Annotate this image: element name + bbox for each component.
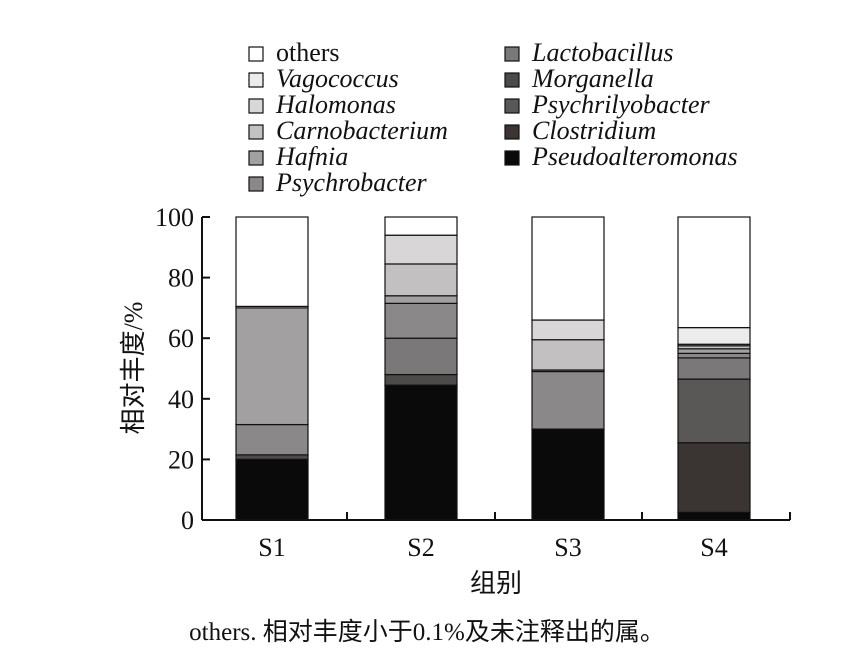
- bar-segment-s1-hafnia: [235, 307, 309, 426]
- legend-swatch-pseudoalteromonas: [504, 150, 520, 166]
- x-tick-label-s2: S2: [407, 533, 434, 562]
- bar-segment-s4-pseudoalteromonas: [677, 511, 751, 521]
- legend-swatch-psychrilyobacter: [504, 98, 520, 114]
- x-axis-title: 组别: [470, 569, 522, 598]
- legend-label-psychrobacter: Psychrobacter: [275, 168, 428, 197]
- legend-swatch-others: [248, 46, 264, 62]
- y-tick-label-20: 20: [168, 445, 194, 474]
- legend-swatch-morganella: [504, 72, 520, 88]
- bar-segment-s3-carnobacterium: [531, 339, 605, 371]
- legend-label-clostridium: Clostridium: [532, 116, 656, 145]
- legend-label-halomonas: Halomonas: [275, 90, 396, 119]
- legend-label-morganella: Morganella: [531, 64, 654, 93]
- figure-caption: others. 相对丰度小于0.1%及未注释出的属。: [189, 619, 665, 646]
- legend-label-carnobacterium: Carnobacterium: [276, 116, 448, 145]
- bar-segment-s1-pseudoalteromonas: [235, 458, 309, 521]
- legend-swatch-hafnia: [248, 150, 264, 166]
- y-tick-label-60: 60: [168, 324, 194, 353]
- bar-segment-s3-halomonas: [531, 319, 605, 341]
- legend-label-pseudoalteromonas: Pseudoalteromonas: [531, 142, 738, 171]
- bar-segment-s4-vagococcus: [677, 326, 751, 345]
- bars: [235, 216, 751, 521]
- bar-segment-s4-lactobacillus: [677, 357, 751, 380]
- axes: 0 20 40 60 80 100 S1 S2 S3 S4 组别 相对丰度/%: [119, 203, 791, 598]
- bar-segment-s4-psychrobacter: [677, 352, 751, 359]
- bar-segment-s1-psychrobacter: [235, 423, 309, 456]
- bar-segment-s2-others: [384, 216, 458, 236]
- bar-segment-s3-others: [531, 216, 605, 321]
- bar-segment-s2-psychrobacter: [384, 302, 458, 339]
- y-axis-title: 相对丰度/%: [119, 302, 148, 435]
- y-tick-label-40: 40: [168, 385, 194, 414]
- legend-label-lactobacillus: Lactobacillus: [531, 38, 674, 67]
- bar-segment-s2-morganella: [384, 373, 458, 386]
- bar-segment-s4-others: [677, 216, 751, 329]
- legend-swatch-psychrobacter: [248, 176, 264, 192]
- bar-segment-s3-psychrobacter: [531, 370, 605, 430]
- y-tick-label-0: 0: [181, 506, 194, 535]
- stacked-bar-chart: othersVagococcusHalomonasCarnobacteriumH…: [119, 38, 791, 598]
- bar-segment-s2-halomonas: [384, 234, 458, 265]
- y-tick-label-80: 80: [168, 264, 194, 293]
- x-tick-label-s3: S3: [554, 533, 581, 562]
- legend-swatch-clostridium: [504, 124, 520, 140]
- bar-segment-s4-psychrilyobacter: [677, 378, 751, 444]
- x-tick-label-s1: S1: [258, 533, 285, 562]
- bar-segment-s2-hafnia: [384, 295, 458, 304]
- legend-label-hafnia: Hafnia: [275, 142, 348, 171]
- legend-swatch-halomonas: [248, 98, 264, 114]
- bar-segment-s2-pseudoalteromonas: [384, 384, 458, 521]
- legend-label-vagococcus: Vagococcus: [276, 64, 399, 93]
- legend-label-psychrilyobacter: Psychrilyobacter: [531, 90, 710, 119]
- bar-segment-s4-hafnia: [677, 348, 751, 354]
- x-tick-label-s4: S4: [700, 533, 727, 562]
- legend-label-others: others: [276, 38, 340, 67]
- bar-segment-s1-others: [235, 216, 309, 307]
- legend: othersVagococcusHalomonasCarnobacteriumH…: [248, 38, 738, 197]
- bar-segment-s2-carnobacterium: [384, 263, 458, 297]
- bar-segment-s2-lactobacillus: [384, 337, 458, 376]
- legend-swatch-lactobacillus: [504, 46, 520, 62]
- bar-segment-s3-pseudoalteromonas: [531, 428, 605, 521]
- y-tick-label-100: 100: [155, 203, 194, 232]
- bar-segment-s4-clostridium: [677, 442, 751, 514]
- legend-swatch-vagococcus: [248, 72, 264, 88]
- bar-segment-s1-morganella: [235, 454, 309, 461]
- legend-swatch-carnobacterium: [248, 124, 264, 140]
